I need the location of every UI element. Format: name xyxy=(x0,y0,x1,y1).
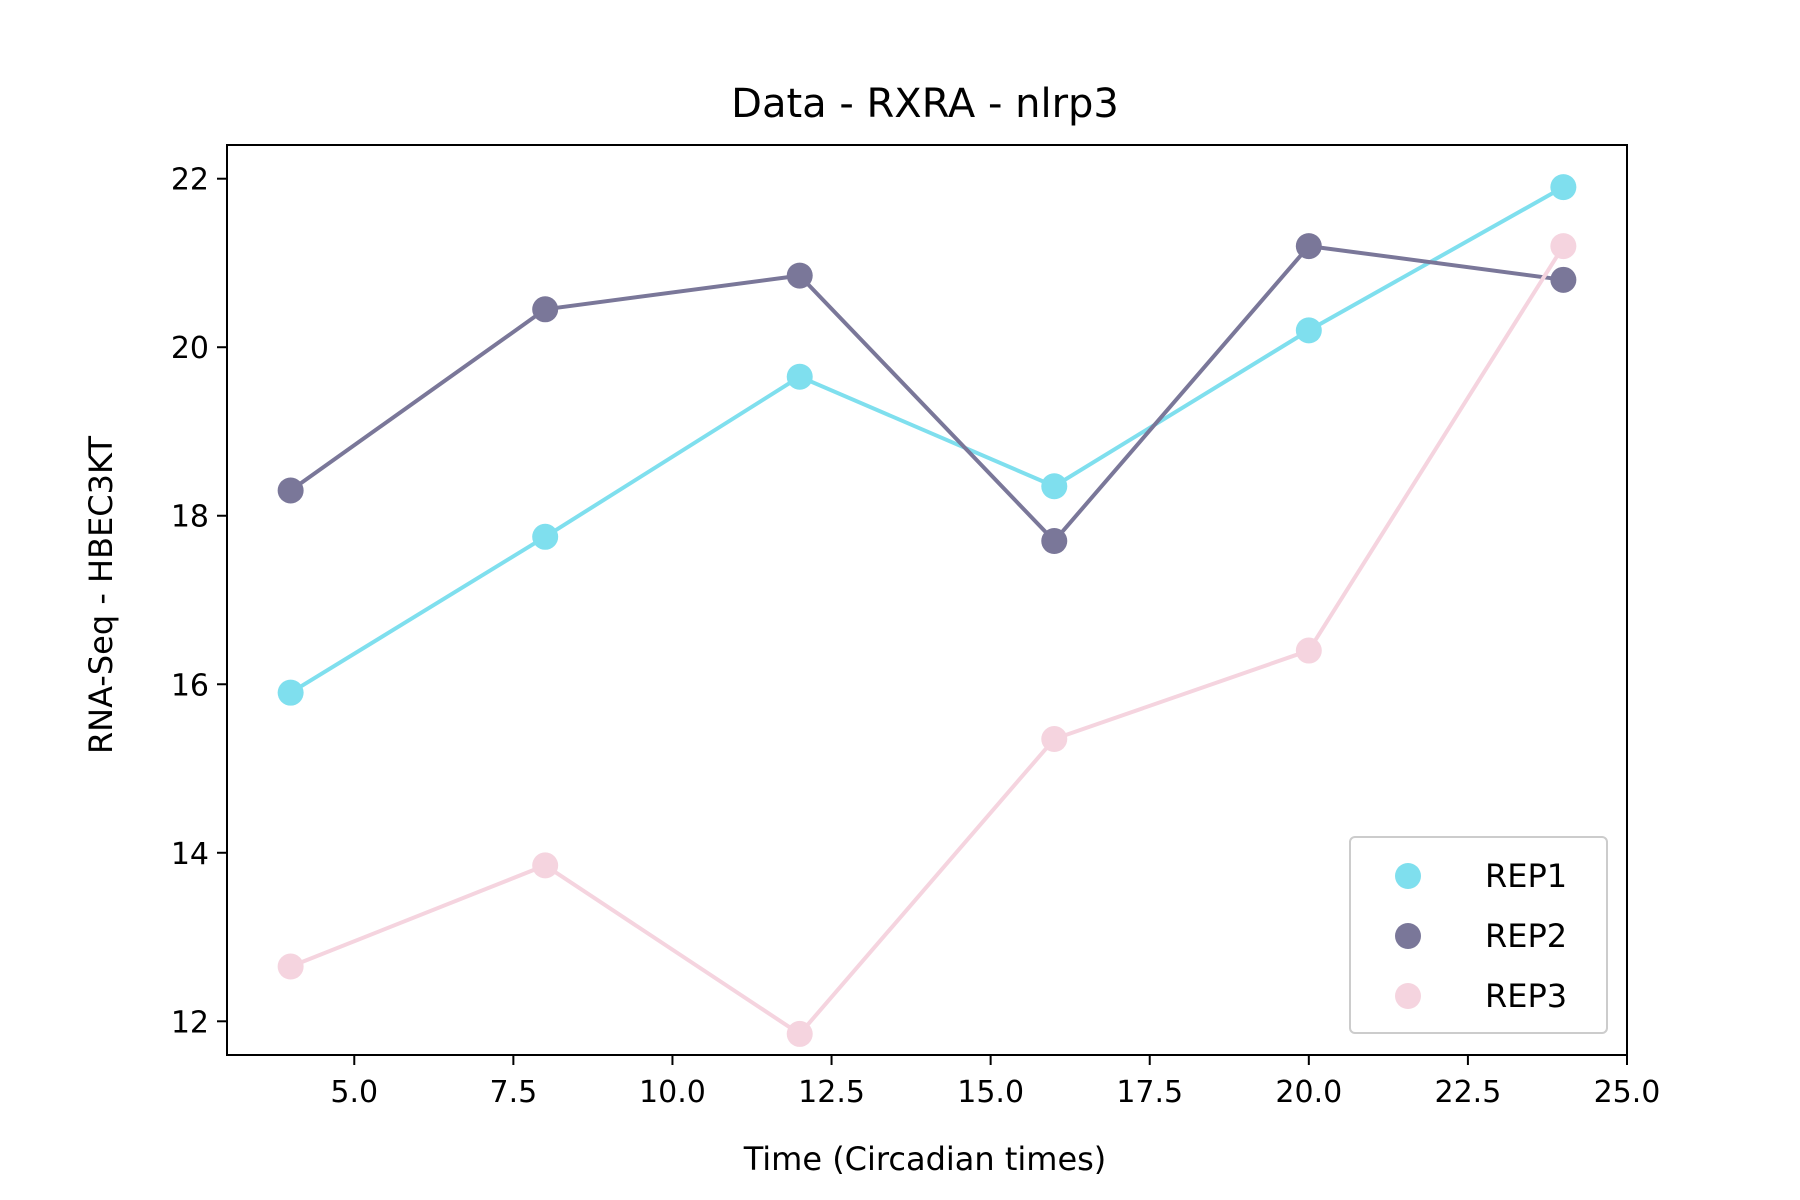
data-point xyxy=(532,296,558,322)
x-tick-label: 15.0 xyxy=(957,1075,1024,1110)
y-tick-label: 14 xyxy=(171,837,209,872)
data-point xyxy=(532,852,558,878)
y-tick-label: 16 xyxy=(171,668,209,703)
data-point xyxy=(532,524,558,550)
legend: REP1 REP2 REP3 xyxy=(1350,837,1607,1033)
y-tick-label: 22 xyxy=(171,163,209,198)
y-tick-label: 20 xyxy=(171,331,209,366)
data-point xyxy=(1041,726,1067,752)
data-point xyxy=(278,477,304,503)
data-point xyxy=(278,954,304,980)
data-point xyxy=(787,1021,813,1047)
x-tick-label: 20.0 xyxy=(1275,1075,1342,1110)
data-point xyxy=(1041,473,1067,499)
data-point xyxy=(278,680,304,706)
x-tick-label: 17.5 xyxy=(1116,1075,1183,1110)
legend-label: REP1 xyxy=(1485,857,1567,895)
data-point xyxy=(1550,174,1576,200)
y-tick-label: 12 xyxy=(171,1005,209,1040)
y-axis-label: RNA-Seq - HBEC3KT xyxy=(82,436,120,755)
x-tick-label: 10.0 xyxy=(639,1075,706,1110)
x-tick-label: 12.5 xyxy=(798,1075,865,1110)
legend-label: REP2 xyxy=(1485,917,1567,955)
x-tick-label: 7.5 xyxy=(490,1075,538,1110)
chart-title: Data - RXRA - nlrp3 xyxy=(731,81,1119,127)
legend-box xyxy=(1350,837,1607,1033)
y-tick-label: 18 xyxy=(171,500,209,535)
data-point xyxy=(1296,317,1322,343)
legend-marker xyxy=(1395,863,1421,889)
data-point xyxy=(787,364,813,390)
legend-label: REP3 xyxy=(1485,977,1567,1015)
x-tick-label: 22.5 xyxy=(1435,1075,1502,1110)
legend-marker xyxy=(1395,983,1421,1009)
x-tick-label: 25.0 xyxy=(1594,1075,1661,1110)
x-tick-label: 5.0 xyxy=(330,1075,378,1110)
data-point xyxy=(1550,267,1576,293)
data-point xyxy=(1296,638,1322,664)
data-point xyxy=(1550,233,1576,259)
data-point xyxy=(1296,233,1322,259)
data-point xyxy=(1041,528,1067,554)
legend-marker xyxy=(1395,923,1421,949)
x-axis-label: Time (Circadian times) xyxy=(743,1140,1107,1178)
data-point xyxy=(787,263,813,289)
